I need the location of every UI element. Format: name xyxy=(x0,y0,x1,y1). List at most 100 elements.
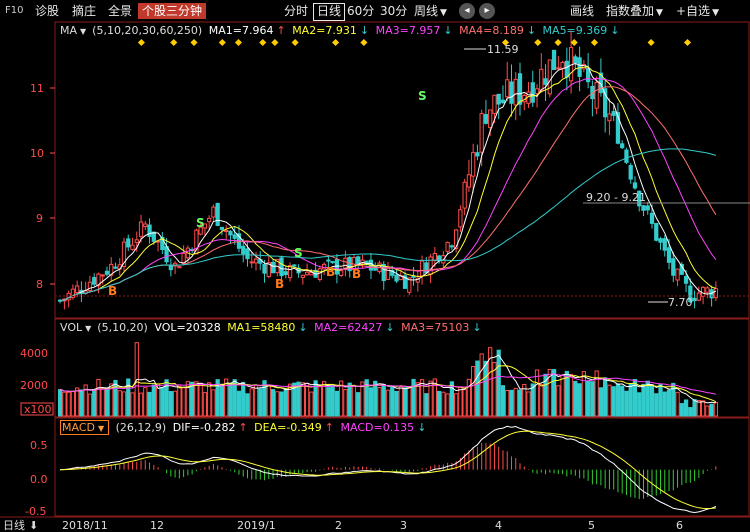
volume-bar xyxy=(462,389,467,417)
candle-body xyxy=(109,263,114,276)
vol-tick-4000: 4000 xyxy=(20,347,48,360)
full-screen-button[interactable]: 全景 xyxy=(108,4,133,18)
candle-body xyxy=(164,246,169,263)
candle-body xyxy=(696,292,701,301)
tab-intraday[interactable]: 分时 xyxy=(284,4,309,18)
candle-body xyxy=(96,273,101,287)
volume-bar xyxy=(377,387,382,417)
volume-bar xyxy=(109,383,114,417)
three-minute-tab[interactable]: 个股三分钟 xyxy=(138,3,207,19)
volume-bar xyxy=(236,390,242,417)
volume-bar xyxy=(287,383,293,417)
volume-bar xyxy=(207,382,212,417)
candle-body xyxy=(513,78,518,106)
tab-daily[interactable]: 日线 xyxy=(313,3,346,21)
volume-bar xyxy=(160,386,165,417)
macd-indicator-select[interactable]: MACD ▼ xyxy=(60,420,110,435)
candle-body xyxy=(662,238,667,251)
volume-bar xyxy=(143,387,148,417)
candle-body xyxy=(483,113,489,124)
volume-bar xyxy=(215,379,220,417)
volume-bar xyxy=(245,393,250,417)
draw-lines-button[interactable]: 画线 xyxy=(570,4,595,18)
volume-bar xyxy=(292,382,297,417)
tab-30min[interactable]: 30分 xyxy=(380,4,408,18)
vol-indicator-select[interactable]: VOL ▼ xyxy=(60,321,92,334)
candle-body xyxy=(228,230,233,236)
candle-body xyxy=(683,276,689,284)
period-mode-label[interactable]: 日线 xyxy=(3,518,25,532)
volume-bar xyxy=(658,384,663,417)
candle-body xyxy=(160,237,165,251)
candle-body xyxy=(168,264,173,271)
candle-body xyxy=(505,79,510,98)
tab-weekly[interactable]: 周线 ▼ xyxy=(414,3,447,19)
dea-value: DEA=-0.349 xyxy=(254,421,322,434)
ma-indicator-select[interactable]: MA ▼ xyxy=(60,24,87,37)
next-symbol-button[interactable]: ▸ xyxy=(479,3,495,19)
candle-body xyxy=(330,261,335,264)
volume-bar xyxy=(368,387,374,417)
macd-panel-frame xyxy=(54,417,750,517)
date-tick-5: 5 xyxy=(588,519,595,532)
candle-body xyxy=(475,152,480,157)
candle-body xyxy=(713,288,719,299)
candle-body xyxy=(530,82,535,103)
volume-bar xyxy=(611,386,616,417)
dif-value: DIF=-0.282 xyxy=(172,421,236,434)
tab-60min[interactable]: 60分 xyxy=(347,4,375,18)
volume-bar xyxy=(138,392,144,417)
volume-bar xyxy=(398,386,403,417)
volume-bar xyxy=(104,387,110,417)
index-overlay-button[interactable]: 指数叠加 ▼ xyxy=(606,3,663,19)
pick-button[interactable]: 摘庄 xyxy=(72,4,97,18)
candle-body xyxy=(283,271,288,276)
volume-bar xyxy=(628,383,633,417)
chevron-down-icon: ▼ xyxy=(712,8,719,18)
candle-body xyxy=(224,230,229,233)
candle-body xyxy=(249,261,254,264)
volume-bar xyxy=(270,389,276,417)
candle-body xyxy=(279,257,284,277)
candle-body xyxy=(620,143,625,149)
prev-symbol-button[interactable]: ◂ xyxy=(459,3,475,19)
add-watchlist-button[interactable]: +自选 ▼ xyxy=(676,3,719,19)
ma1-value: MA1=7.964 xyxy=(208,24,274,37)
volume-bar xyxy=(594,370,599,417)
signal-diamond xyxy=(534,38,542,47)
volume-bar xyxy=(194,381,199,417)
candle-body xyxy=(390,270,395,276)
ma4-value: MA4=8.189 xyxy=(459,24,524,37)
volume-bar xyxy=(500,385,506,417)
volume-bar xyxy=(645,380,650,417)
volume-bar xyxy=(96,378,101,417)
volume-series xyxy=(58,342,719,417)
volume-bar xyxy=(339,380,344,417)
volume-bar xyxy=(100,388,105,417)
candle-body xyxy=(130,244,135,250)
volume-bar xyxy=(428,380,433,417)
ma1-line xyxy=(59,62,717,302)
f10-button[interactable]: F10 xyxy=(5,5,24,16)
volume-bar xyxy=(79,389,84,417)
signal-diamond xyxy=(218,38,226,47)
download-arrow-icon[interactable]: ⬇ xyxy=(29,519,38,532)
macd-tick-neg: -0.5 xyxy=(25,505,46,518)
candle-body xyxy=(462,181,467,209)
y-tick-8: 8 xyxy=(36,278,43,291)
vol-ma3-arrow-icon: ↓ xyxy=(472,321,482,334)
volume-bar xyxy=(87,393,93,417)
vol-ma3-value: MA3=75103 xyxy=(401,321,470,334)
candle-body xyxy=(700,286,706,297)
signal-diamond xyxy=(259,38,267,47)
volume-bar xyxy=(641,383,646,417)
date-tick-12: 12 xyxy=(150,519,164,532)
volume-bar xyxy=(526,391,531,417)
candle-body xyxy=(407,277,412,293)
volume-ma-line xyxy=(59,373,717,395)
stock-diagnosis-button[interactable]: 诊股 xyxy=(35,4,60,18)
candle-body xyxy=(121,241,127,267)
volume-bar xyxy=(577,383,582,417)
volume-bar xyxy=(347,382,352,417)
